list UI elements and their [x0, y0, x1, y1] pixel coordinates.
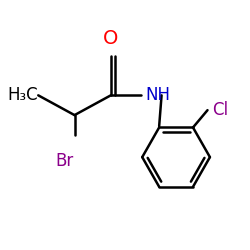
Text: Cl: Cl — [212, 101, 228, 119]
Text: O: O — [103, 29, 118, 48]
Text: H₃C: H₃C — [8, 86, 38, 104]
Text: Br: Br — [56, 152, 74, 170]
Text: NH: NH — [146, 86, 171, 104]
